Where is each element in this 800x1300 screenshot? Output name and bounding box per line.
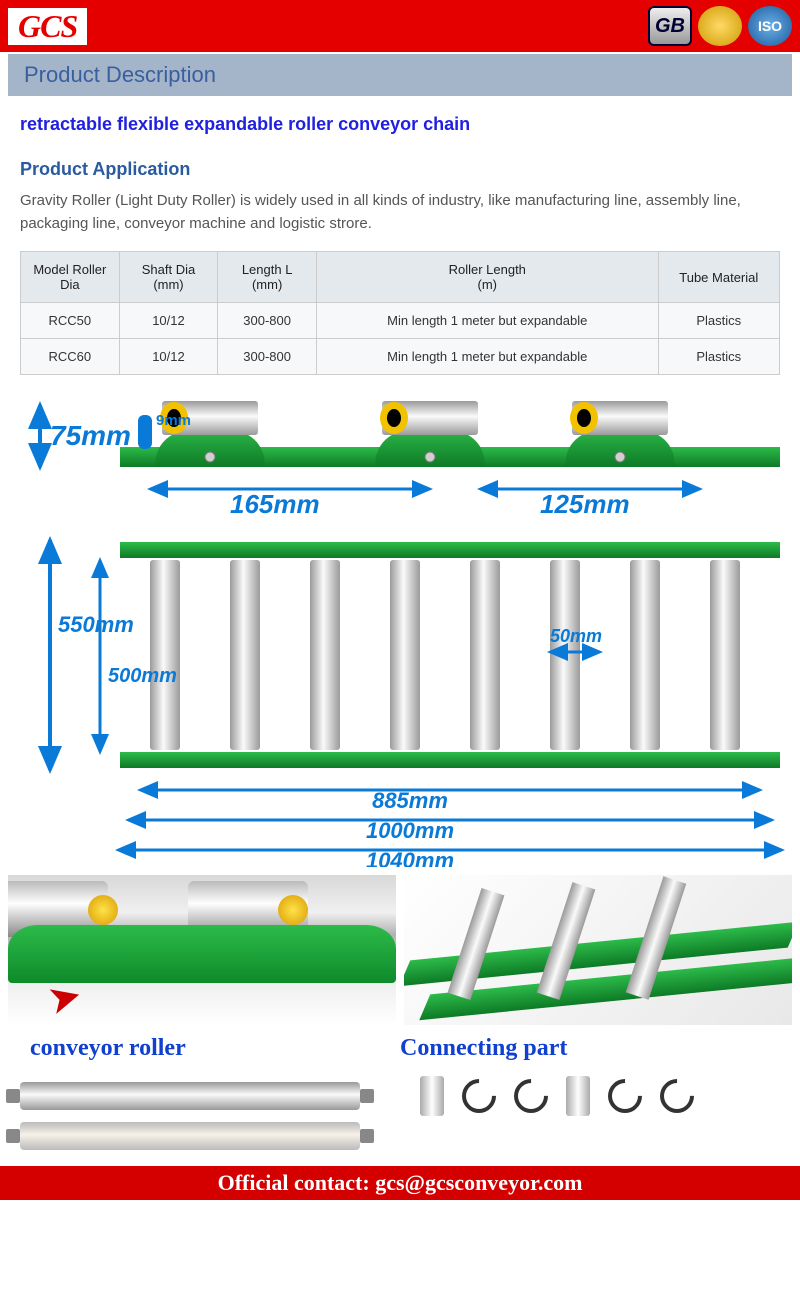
badge-iso: ISO	[748, 6, 792, 46]
application-heading: Product Application	[20, 159, 780, 180]
technical-diagram: 75mm 9mm 165mm 125mm 550mm 500mm 50mm 88…	[0, 397, 800, 875]
content: retractable flexible expandable roller c…	[0, 98, 800, 397]
photo-conveyor-roller: ➤	[8, 875, 396, 1025]
svg-text:9mm: 9mm	[156, 412, 191, 429]
footer-contact: Official contact: gcs@gcsconveyor.com	[0, 1166, 800, 1200]
badge-gb: GB	[648, 6, 692, 46]
table-header: Model Roller Dia	[21, 252, 120, 303]
svg-text:50mm: 50mm	[550, 626, 602, 646]
circlip-part	[601, 1072, 649, 1120]
bushing-part	[420, 1076, 444, 1116]
svg-text:75mm: 75mm	[50, 420, 131, 451]
dimension-drawing: 75mm 9mm 165mm 125mm 550mm 500mm 50mm 88…	[10, 397, 790, 867]
table-row: RCC6010/12300-800Min length 1 meter but …	[21, 339, 780, 375]
section-header: Product Description	[8, 54, 792, 96]
roller-part	[20, 1082, 360, 1110]
svg-text:1040mm: 1040mm	[366, 848, 454, 867]
photo-labels: conveyor roller Connecting part	[0, 1031, 800, 1072]
circlip-part	[455, 1072, 503, 1120]
component-parts	[0, 1072, 800, 1166]
svg-text:125mm: 125mm	[540, 489, 630, 519]
table-header: Tube Material	[658, 252, 779, 303]
label-connecting-part: Connecting part	[400, 1035, 770, 1062]
product-title: retractable flexible expandable roller c…	[20, 114, 780, 135]
spec-table: Model Roller DiaShaft Dia(mm)Length L(mm…	[20, 251, 780, 375]
cert-badges: GB ISO	[648, 6, 792, 46]
roller-part	[20, 1122, 360, 1150]
badge-gold	[698, 6, 742, 46]
table-header: Roller Length(m)	[316, 252, 658, 303]
svg-text:165mm: 165mm	[230, 489, 320, 519]
circlip-part	[507, 1072, 555, 1120]
header-bar: GCS GB ISO	[0, 0, 800, 52]
product-photos: ➤	[0, 875, 800, 1031]
svg-text:1000mm: 1000mm	[366, 818, 454, 843]
label-conveyor-roller: conveyor roller	[30, 1035, 400, 1062]
circlip-part	[653, 1072, 701, 1120]
table-header: Length L(mm)	[218, 252, 317, 303]
svg-text:885mm: 885mm	[372, 788, 448, 813]
photo-connecting-part	[404, 875, 792, 1025]
svg-text:550mm: 550mm	[58, 612, 134, 637]
bushing-part	[566, 1076, 590, 1116]
table-row: RCC5010/12300-800Min length 1 meter but …	[21, 303, 780, 339]
logo: GCS	[8, 8, 87, 45]
table-header: Shaft Dia(mm)	[119, 252, 218, 303]
application-text: Gravity Roller (Light Duty Roller) is wi…	[20, 190, 780, 235]
svg-text:500mm: 500mm	[108, 665, 177, 687]
